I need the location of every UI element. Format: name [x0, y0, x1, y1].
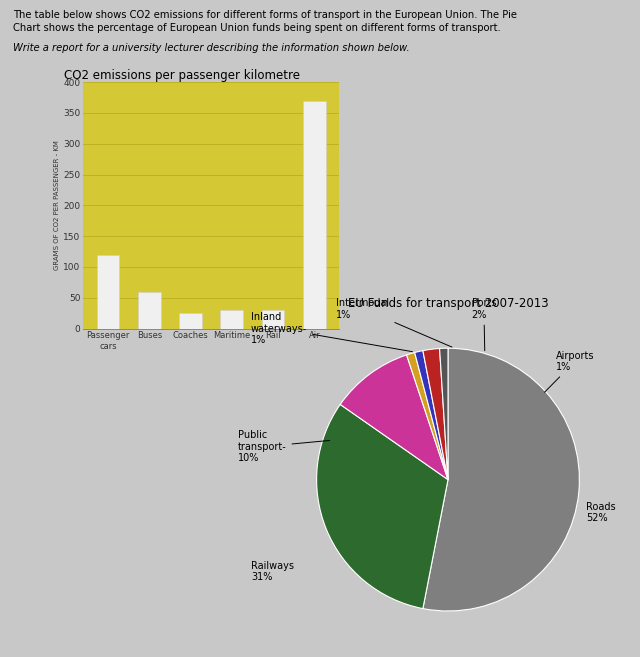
- Text: Railways
31%: Railways 31%: [251, 561, 294, 582]
- Bar: [262, 310, 285, 328]
- Text: Public
transport-
10%: Public transport- 10%: [237, 430, 330, 463]
- Text: CO2 emissions per passenger kilometre: CO2 emissions per passenger kilometre: [64, 69, 300, 82]
- Text: Inland
waterways-
1%: Inland waterways- 1%: [251, 312, 412, 351]
- Text: Intermodal
1%: Intermodal 1%: [336, 298, 452, 347]
- Wedge shape: [423, 348, 448, 480]
- Text: Write a report for a university lecturer describing the information shown below.: Write a report for a university lecturer…: [13, 43, 410, 53]
- Bar: [221, 310, 243, 328]
- Bar: [179, 313, 202, 328]
- Text: The table below shows CO2 emissions for different forms of transport in the Euro: The table below shows CO2 emissions for …: [13, 10, 517, 20]
- Wedge shape: [340, 355, 448, 480]
- Text: Roads
52%: Roads 52%: [586, 502, 616, 523]
- Wedge shape: [406, 353, 448, 480]
- Y-axis label: GRAMS OF CO2 PER PASSENGER - KM: GRAMS OF CO2 PER PASSENGER - KM: [54, 141, 60, 270]
- Wedge shape: [440, 348, 448, 480]
- Bar: [303, 101, 326, 328]
- Text: Airports
1%: Airports 1%: [545, 351, 595, 392]
- Text: Ports
2%: Ports 2%: [472, 298, 496, 351]
- Title: EU Funds for transport 2007-2013: EU Funds for transport 2007-2013: [348, 297, 548, 310]
- Wedge shape: [415, 351, 448, 480]
- Text: Chart shows the percentage of European Union funds being spent on different form: Chart shows the percentage of European U…: [13, 23, 500, 33]
- Bar: [97, 254, 119, 328]
- Bar: [138, 292, 161, 328]
- Wedge shape: [317, 405, 448, 608]
- Wedge shape: [423, 348, 579, 611]
